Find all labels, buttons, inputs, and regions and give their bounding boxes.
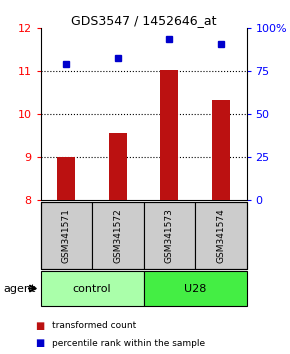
Text: GSM341574: GSM341574 (216, 208, 225, 263)
Bar (57, 157, 75, 200)
Bar (144, 202, 195, 269)
Bar (41, 202, 92, 269)
Bar (195, 202, 246, 269)
Bar (109, 133, 127, 200)
Text: ■: ■ (35, 321, 44, 331)
Text: transformed count: transformed count (52, 321, 137, 330)
Text: percentile rank within the sample: percentile rank within the sample (52, 339, 205, 348)
Text: GSM341573: GSM341573 (165, 208, 174, 263)
Text: GSM341572: GSM341572 (113, 208, 122, 263)
Text: control: control (73, 284, 111, 293)
Bar (92, 202, 144, 269)
Text: agent: agent (3, 284, 35, 293)
Bar (212, 101, 230, 200)
Text: ■: ■ (35, 338, 44, 348)
Text: GSM341571: GSM341571 (62, 208, 71, 263)
Text: U28: U28 (184, 284, 206, 293)
Bar (160, 70, 178, 200)
Title: GDS3547 / 1452646_at: GDS3547 / 1452646_at (71, 14, 216, 27)
Bar (144, 271, 246, 306)
Bar (41, 271, 144, 306)
